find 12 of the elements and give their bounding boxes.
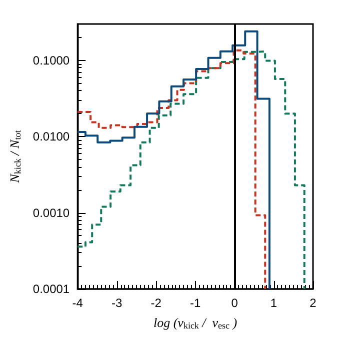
y-axis-title: Nkick / Ntot bbox=[7, 130, 22, 184]
y-tick-label: 0.1000 bbox=[32, 53, 70, 68]
x-tick-label: -1 bbox=[190, 296, 201, 310]
x-tick-label: -2 bbox=[150, 296, 162, 310]
x-tick-label: -4 bbox=[72, 296, 84, 310]
y-tick-label: 0.0100 bbox=[32, 130, 70, 144]
y-tick-label: 0.0010 bbox=[32, 206, 70, 220]
x-tick-label: -3 bbox=[112, 296, 122, 310]
x-tick-label: 1 bbox=[270, 296, 278, 310]
y-tick-label: 0.0001 bbox=[32, 282, 70, 296]
x-tick-label: 2 bbox=[310, 296, 317, 310]
x-tick-label: 0 bbox=[231, 296, 238, 310]
